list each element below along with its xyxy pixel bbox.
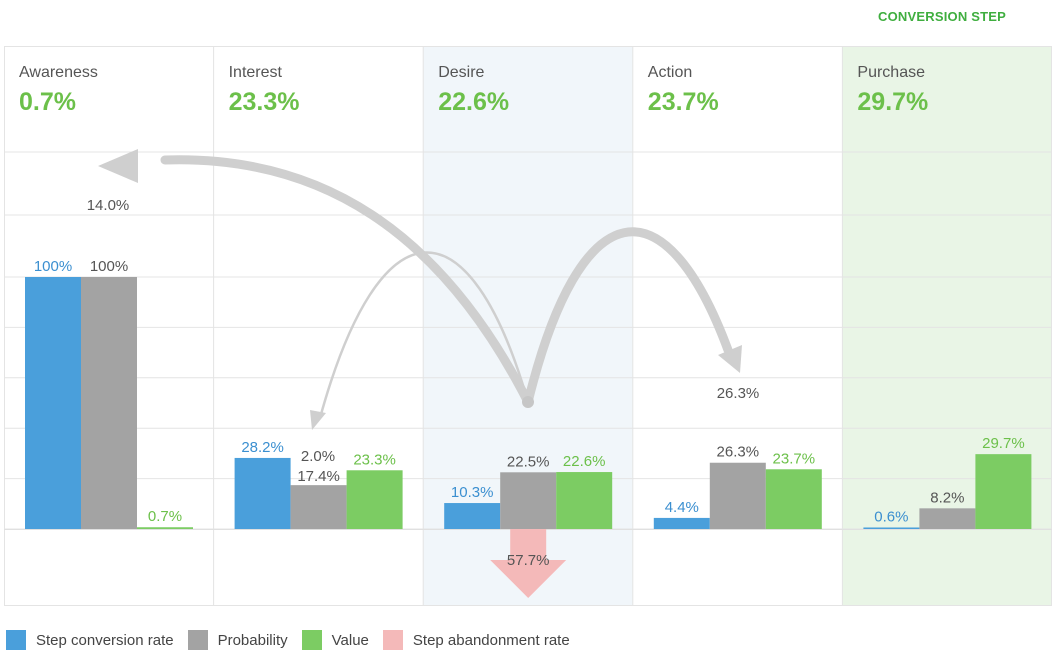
legend-label-value: Value <box>331 631 369 649</box>
step-value-interest: 23.3% <box>229 88 300 116</box>
data-label-probability-interest: 17.4% <box>297 468 340 485</box>
bar-value-action <box>765 469 822 529</box>
bars <box>25 277 1032 598</box>
flow-arrow-to-action <box>523 227 733 407</box>
legend-item-abandonment[interactable]: Step abandonment rate <box>382 630 570 650</box>
flow-arrow-to-interest <box>318 251 530 419</box>
flow-label-interest: 2.0% <box>301 448 335 465</box>
data-label-probability-action: 26.3% <box>717 444 760 461</box>
bar-value-purchase <box>975 454 1032 529</box>
step-name-interest: Interest <box>229 64 283 81</box>
legend-label-probability: Probability <box>217 631 288 649</box>
data-label-value-interest: 23.3% <box>353 451 396 468</box>
grid-lines <box>4 46 1052 606</box>
flow-arrowhead-awareness <box>98 149 138 183</box>
legend-item-value[interactable]: Value <box>301 630 369 650</box>
flow-arrow-to-awareness <box>160 155 533 407</box>
bar-conversion-interest <box>234 457 291 529</box>
step-name-purchase: Purchase <box>857 64 925 81</box>
data-label-probability-purchase: 8.2% <box>930 489 964 506</box>
bar-probability-purchase <box>919 508 976 529</box>
data-label-value-desire: 22.6% <box>563 453 606 470</box>
data-label-value-action: 23.7% <box>773 450 816 467</box>
data-label-conversion-desire: 10.3% <box>451 484 494 501</box>
legend-label-abandonment: Step abandonment rate <box>412 631 570 649</box>
data-label-conversion-awareness: 100% <box>34 258 72 275</box>
bar-probability-interest <box>290 485 347 529</box>
abandonment-arrow-desire <box>490 529 567 598</box>
bar-value-interest <box>346 470 403 529</box>
step-headers: Awareness 0.7% Interest 23.3% Desire 22.6% Act… <box>19 64 928 116</box>
step-name-action: Action <box>648 64 692 81</box>
step-value-action: 23.7% <box>648 88 719 116</box>
bar-probability-action <box>709 462 766 529</box>
bar-conversion-action <box>653 517 710 529</box>
legend-swatch-abandonment <box>382 630 403 650</box>
chart-legend: Step conversion rate Probability Value S… <box>6 630 584 650</box>
bar-conversion-purchase <box>863 527 920 529</box>
bar-conversion-desire <box>444 503 501 529</box>
legend-swatch-probability <box>187 630 208 650</box>
data-label-probability-awareness: 100% <box>90 258 128 275</box>
data-label-value-awareness: 0.7% <box>148 508 182 525</box>
step-name-desire: Desire <box>438 64 484 81</box>
bar-conversion-awareness <box>25 277 81 529</box>
legend-label-conversion: Step conversion rate <box>36 631 174 649</box>
abandonment-label-desire: 57.7% <box>507 552 550 569</box>
data-label-probability-desire: 22.5% <box>507 453 550 470</box>
flow-label-awareness: 14.0% <box>87 197 130 214</box>
flow-arrowhead-action <box>718 345 742 373</box>
data-label-conversion-interest: 28.2% <box>241 439 284 456</box>
bar-value-awareness <box>137 527 193 529</box>
legend-swatch-conversion <box>6 630 26 650</box>
step-name-awareness: Awareness <box>19 64 98 81</box>
bar-probability-awareness <box>81 277 137 529</box>
legend-swatch-value <box>301 630 322 650</box>
flow-arrows: 14.0% 2.0% 26.3% <box>87 149 760 465</box>
bar-value-desire <box>556 472 613 529</box>
conversion-step-label: CONVERSION STEP <box>878 9 1006 24</box>
chart-border <box>4 46 1052 606</box>
data-label-conversion-action: 4.4% <box>665 499 699 516</box>
flow-origin-dot <box>522 396 534 408</box>
legend-item-probability[interactable]: Probability <box>187 630 288 650</box>
step-value-desire: 22.6% <box>438 88 509 116</box>
step-value-purchase: 29.7% <box>857 88 928 116</box>
data-label-conversion-purchase: 0.6% <box>874 508 908 525</box>
flow-label-action: 26.3% <box>717 385 760 402</box>
flow-arrowhead-interest <box>310 410 326 430</box>
data-labels: 100% 28.2% 10.3% 4.4% 0.6% 100% 17.4% 22.5% 26.3… <box>34 258 1025 569</box>
bar-probability-desire <box>500 472 557 529</box>
step-value-awareness: 0.7% <box>19 88 76 116</box>
legend-item-conversion[interactable]: Step conversion rate <box>6 630 174 650</box>
data-label-value-purchase: 29.7% <box>982 435 1025 452</box>
